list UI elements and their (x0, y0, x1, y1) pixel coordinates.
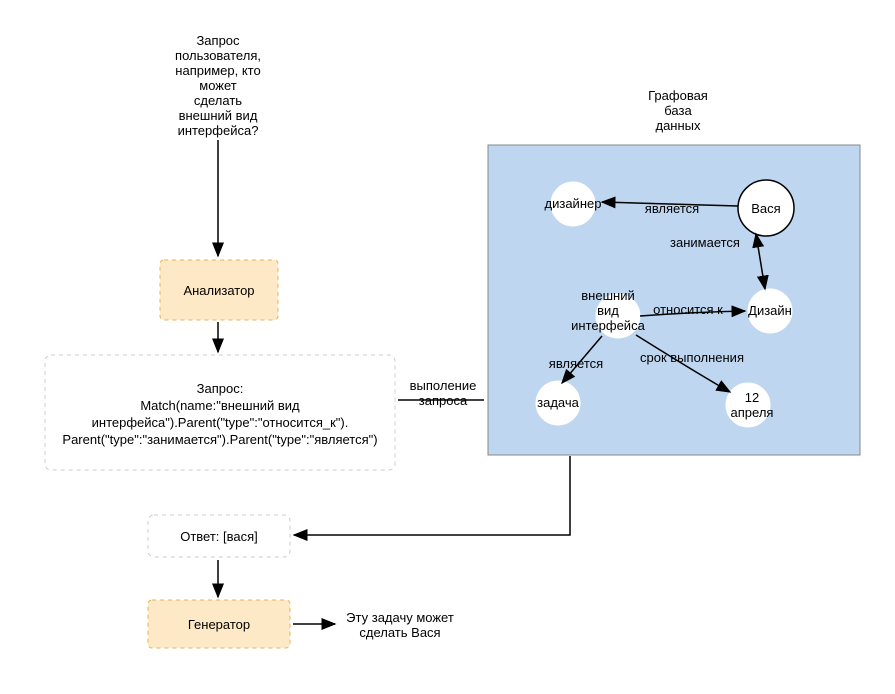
svg-text:Генератор: Генератор (188, 617, 250, 632)
svg-text:Match(name:"внешний вид: Match(name:"внешний вид (140, 398, 300, 413)
edge-label-e3: относится к (653, 302, 723, 317)
analyzer-box: Анализатор (160, 260, 278, 320)
node-label-design: Дизайн (748, 303, 792, 318)
svg-text:сделать Вася: сделать Вася (359, 625, 440, 640)
result-text: Эту задачу может сделать Вася (346, 610, 454, 640)
svg-text:Ответ: [вася]: Ответ: [вася] (180, 529, 258, 544)
svg-text:интерфейса: интерфейса (571, 318, 645, 333)
svg-text:интерфейса").Parent("type":"от: интерфейса").Parent("type":"относится_к"… (92, 415, 349, 430)
svg-text:запроса: запроса (419, 393, 468, 408)
svg-text:Parent("type":"занимается").Pa: Parent("type":"занимается").Parent("type… (62, 432, 377, 447)
svg-text:данных: данных (655, 118, 701, 133)
svg-text:12: 12 (745, 390, 759, 405)
svg-text:может: может (199, 78, 237, 93)
svg-text:Запрос: Запрос (196, 33, 240, 48)
edge-label-e1: является (645, 201, 699, 216)
edge-label-e5: срок выполнения (640, 350, 744, 365)
svg-text:апреля: апреля (731, 405, 774, 420)
svg-text:вид: вид (597, 303, 619, 318)
svg-text:сделать: сделать (194, 93, 242, 108)
edge-label-e2: занимается (670, 235, 740, 250)
svg-text:база: база (664, 103, 692, 118)
query-box: Запрос: Match(name:"внешний вид интерфей… (45, 355, 395, 470)
svg-text:например, кто: например, кто (175, 63, 260, 78)
node-label-vasya: Вася (751, 201, 780, 216)
svg-text:внешний вид: внешний вид (179, 108, 258, 123)
svg-text:пользователя,: пользователя, (175, 48, 261, 63)
svg-text:Эту задачу может: Эту задачу может (346, 610, 454, 625)
svg-text:выполение: выполение (410, 378, 477, 393)
svg-text:внешний: внешний (581, 288, 634, 303)
node-label-task: задача (537, 395, 579, 410)
db-title: Графовая база данных (648, 88, 708, 133)
svg-text:Анализатор: Анализатор (183, 283, 254, 298)
svg-text:интерфейса?: интерфейса? (178, 123, 259, 138)
generator-box: Генератор (148, 600, 290, 648)
edge-label-e4: является (549, 356, 603, 371)
svg-text:Запрос:: Запрос: (197, 381, 244, 396)
node-label-designer: дизайнер (545, 196, 602, 211)
exec-label: выполение запроса (410, 378, 477, 408)
user-query-text: Запрос пользователя, например, кто может… (175, 33, 261, 138)
answer-box: Ответ: [вася] (148, 515, 290, 557)
svg-text:Графовая: Графовая (648, 88, 708, 103)
